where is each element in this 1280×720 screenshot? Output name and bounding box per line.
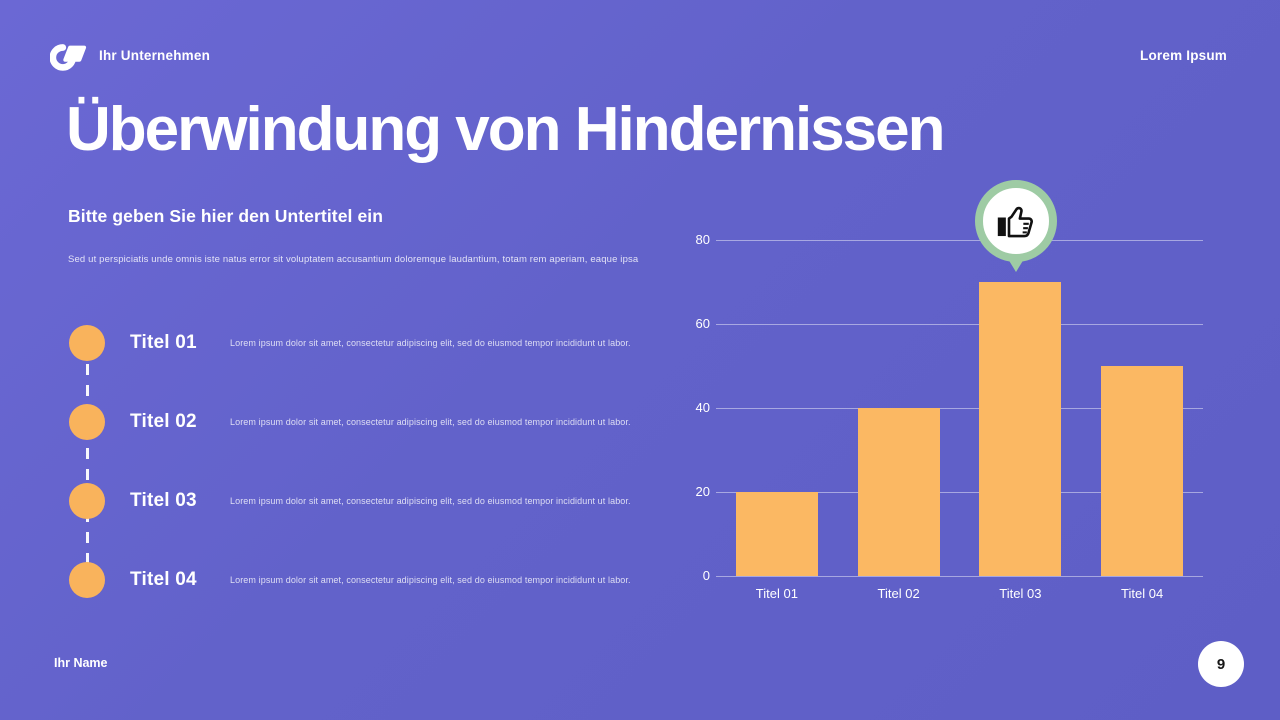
chart-gridline <box>716 576 1203 577</box>
x-axis-category-label: Titel 03 <box>999 586 1042 601</box>
x-axis-category-label: Titel 04 <box>1121 586 1164 601</box>
timeline-dot <box>69 483 105 519</box>
company-name: Ihr Unternehmen <box>99 48 211 63</box>
company-logo-icon <box>50 44 87 71</box>
x-axis-category-label: Titel 02 <box>877 586 920 601</box>
bar-titel-02 <box>857 408 940 576</box>
header-right-label: Lorem Ipsum <box>1140 48 1227 63</box>
y-axis-tick-label: 60 <box>695 316 710 331</box>
chart-gridline <box>716 492 1203 493</box>
x-axis-category-label: Titel 01 <box>755 586 798 601</box>
timeline-item-title: Titel 04 <box>130 569 197 590</box>
page-number: 9 <box>1216 655 1226 673</box>
slide-title: Überwindung von Hindernissen <box>66 95 946 164</box>
timeline-item: Titel 03 Lorem ipsum dolor sit amet, cons… <box>69 483 659 519</box>
chart-gridline <box>716 408 1203 409</box>
y-axis-tick-label: 20 <box>695 484 710 499</box>
bar-titel-03 <box>979 282 1062 576</box>
thumbs-up-badge <box>975 180 1057 262</box>
timeline-list: Titel 01 Lorem ipsum dolor sit amet, cons… <box>69 325 659 598</box>
thumbs-up-icon <box>997 206 1033 238</box>
timeline-dot <box>69 404 105 440</box>
author-name: Ihr Name <box>54 656 108 670</box>
bar-titel-04 <box>1101 366 1184 576</box>
timeline-item-title: Titel 01 <box>130 332 197 353</box>
timeline-item-title: Titel 03 <box>130 490 197 511</box>
bar-titel-01 <box>735 492 818 576</box>
timeline-item-title: Titel 02 <box>130 411 197 432</box>
bar-chart: 0 20 40 60 80 Titel 01 Titel 02 Titel 03 Titel 0… <box>690 230 1206 602</box>
chart-gridline <box>716 240 1203 241</box>
timeline-dot <box>69 562 105 598</box>
timeline-item-description: Lorem ipsum dolor sit amet, consectetur … <box>230 338 631 348</box>
timeline-item: Titel 02 Lorem ipsum dolor sit amet, cons… <box>69 404 659 440</box>
timeline-dot <box>69 325 105 361</box>
timeline-dashed-connector <box>85 343 89 580</box>
page-number-badge: 9 <box>1198 641 1244 687</box>
timeline-item: Titel 04 Lorem ipsum dolor sit amet, cons… <box>69 562 659 598</box>
y-axis-tick-label: 0 <box>702 568 710 583</box>
timeline-item: Titel 01 Lorem ipsum dolor sit amet, cons… <box>69 325 659 361</box>
y-axis-tick-label: 40 <box>695 400 710 415</box>
slide-subtitle: Bitte geben Sie hier den Untertitel ein <box>68 206 384 226</box>
y-axis-tick-label: 80 <box>695 232 710 247</box>
chart-gridline <box>716 324 1203 325</box>
timeline-item-description: Lorem ipsum dolor sit amet, consectetur … <box>230 575 631 585</box>
timeline-item-description: Lorem ipsum dolor sit amet, consectetur … <box>230 417 631 427</box>
intro-paragraph: Sed ut perspiciatis unde omnis iste natu… <box>68 254 639 265</box>
timeline-item-description: Lorem ipsum dolor sit amet, consectetur … <box>230 496 631 506</box>
